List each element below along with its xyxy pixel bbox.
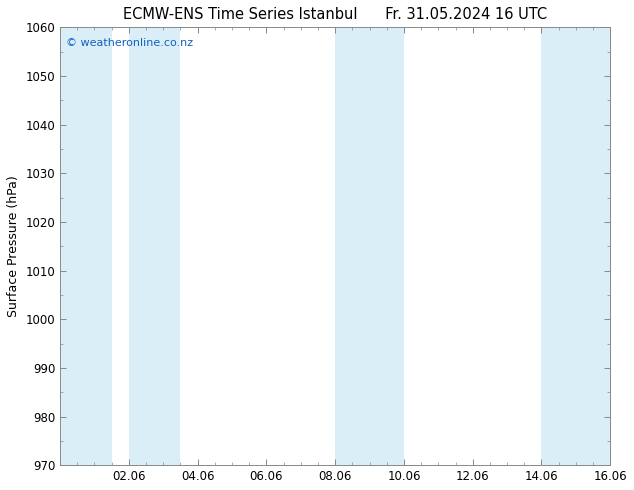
- Bar: [60, 27, 112, 465]
- Bar: [335, 27, 404, 465]
- Text: © weatheronline.co.nz: © weatheronline.co.nz: [65, 38, 193, 48]
- Y-axis label: Surface Pressure (hPa): Surface Pressure (hPa): [7, 175, 20, 317]
- Bar: [129, 27, 181, 465]
- Bar: [541, 27, 611, 465]
- Title: ECMW-ENS Time Series Istanbul      Fr. 31.05.2024 16 UTC: ECMW-ENS Time Series Istanbul Fr. 31.05.…: [123, 7, 547, 22]
